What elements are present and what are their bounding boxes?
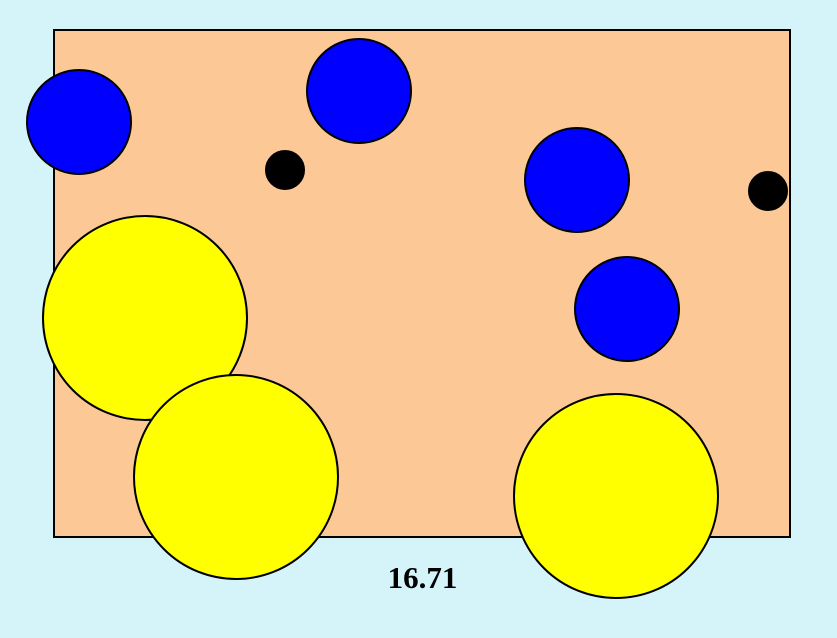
yellow-circle-7	[42, 215, 248, 421]
yellow-circle-8	[133, 374, 339, 580]
blue-circle-3	[524, 127, 630, 233]
blue-circle-2	[306, 38, 412, 144]
shape-layer	[26, 38, 788, 599]
blue-circle-1	[26, 69, 132, 175]
black-dot-6	[748, 171, 788, 211]
black-dot-5	[265, 150, 305, 190]
blue-circle-4	[574, 256, 680, 362]
yellow-circle-9	[513, 393, 719, 599]
value-caption: 16.71	[387, 560, 458, 595]
